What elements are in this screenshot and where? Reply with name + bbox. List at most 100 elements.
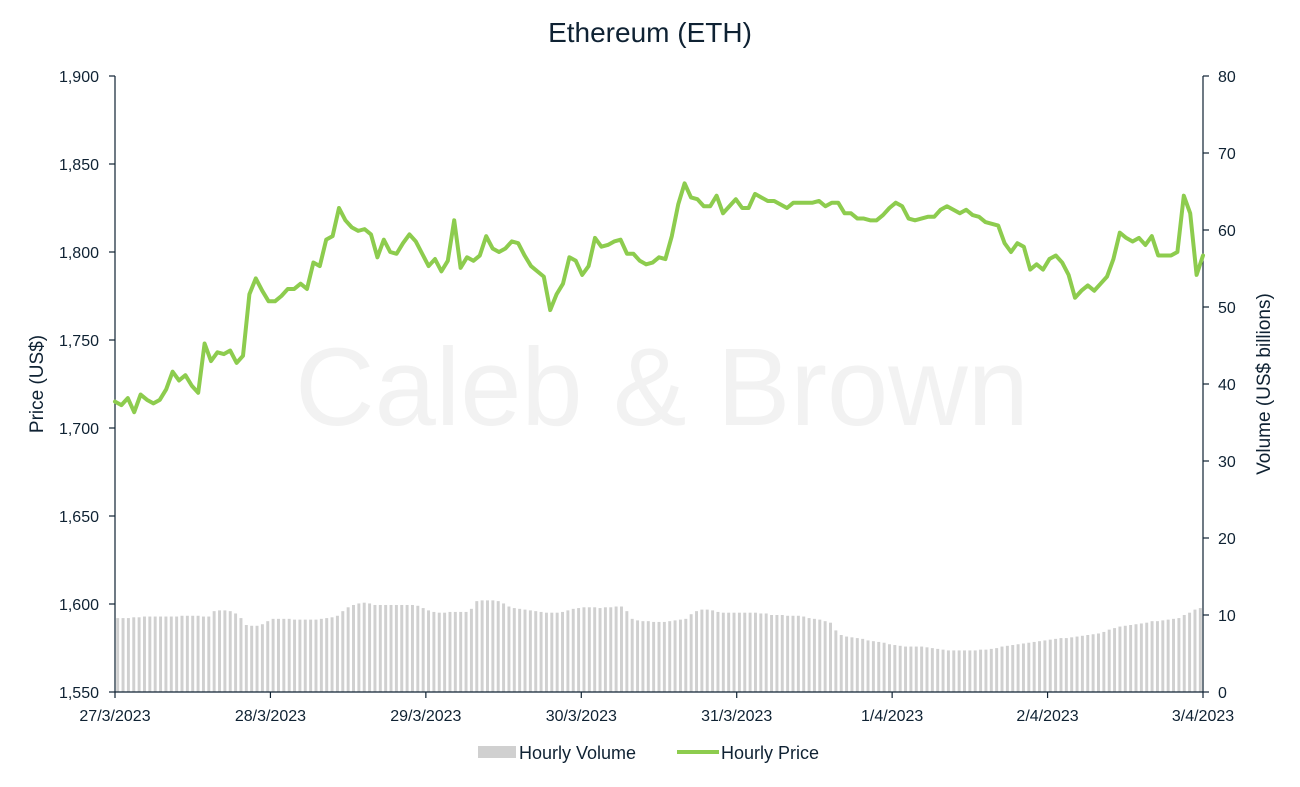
volume-bar [309,619,313,692]
volume-bar [796,615,800,692]
left-tick-label: 1,650 [59,509,99,526]
volume-bar [1070,637,1074,692]
volume-bar [1000,646,1004,692]
volume-bar [780,615,784,692]
left-tick-label: 1,900 [59,69,99,86]
volume-bar [116,618,120,692]
legend-label-volume: Hourly Volume [519,743,636,763]
volume-bar [352,604,355,692]
right-tick-label: 60 [1218,223,1236,240]
volume-bar [882,642,886,692]
volume-bar [861,638,865,692]
volume-bar [180,615,184,692]
volume-bar [1005,645,1009,692]
volume-bar [319,618,323,692]
volume-bar [362,602,366,692]
volume-bar [486,600,489,692]
volume-bar [871,641,875,692]
volume-bar [218,610,221,692]
volume-bar [443,612,447,692]
right-tick-label: 80 [1218,69,1236,86]
volume-bar [1155,621,1159,692]
volume-bar [1102,631,1106,692]
volume-bar [1182,615,1186,692]
x-tick-label: 30/3/2023 [546,708,617,725]
volume-bar [276,618,280,692]
volume-bar [673,620,677,692]
legend-label-price: Hourly Price [721,743,819,763]
volume-bar [566,610,570,692]
volume-bar [1043,640,1047,692]
volume-bar [175,616,179,692]
x-tick-label: 27/3/2023 [79,708,150,725]
volume-bar [287,618,291,692]
volume-bar [1123,625,1127,692]
volume-bar [389,604,393,692]
volume-bar [839,635,843,692]
x-tick-label: 31/3/2023 [701,708,772,725]
volume-bar [373,604,377,692]
volume-bar [378,604,382,692]
volume-bar [196,615,200,692]
volume-bar [448,611,452,692]
volume-bar [823,621,827,692]
volume-bar [234,613,238,692]
volume-bar [877,641,881,692]
volume-bar [705,609,709,692]
volume-bar [1198,608,1202,692]
volume-bar [282,618,286,692]
volume-bar [250,625,254,692]
volume-bar [737,612,741,692]
volume-bar [700,609,704,692]
volume-bar [689,614,693,692]
volume-bar [427,610,431,692]
volume-bar [1080,635,1084,692]
right-tick-label: 70 [1218,146,1236,163]
volume-bar [657,621,661,692]
volume-bar [480,600,484,692]
volume-bar [1193,609,1197,692]
volume-bar [855,638,859,692]
chart-title: Ethereum (ETH) [548,17,752,48]
watermark: Caleb & Brown [295,326,1029,449]
volume-bar [153,616,157,692]
volume-bar [1032,641,1036,692]
volume-bar [887,644,891,692]
legend-swatch-volume [478,746,516,758]
volume-bar [748,612,752,692]
x-tick-label: 3/4/2023 [1172,708,1234,725]
volume-bar [341,611,345,692]
volume-bar [523,609,527,692]
volume-bar [1188,612,1192,692]
volume-bar [539,611,543,692]
volume-bar [620,606,623,692]
volume-bar [464,611,468,692]
volume-bar [298,619,302,692]
volume-bar [979,649,983,692]
volume-bar [678,619,682,692]
volume-bar [512,608,516,692]
left-tick-label: 1,600 [59,597,99,614]
left-axis-title: Price (US$) [27,335,48,433]
volume-bar [1086,635,1090,692]
volume-bar [721,612,725,692]
volume-bar [1107,629,1111,692]
volume-bar [164,616,168,692]
volume-bar [550,612,554,692]
volume-bar [743,612,747,692]
volume-bar [668,621,672,692]
volume-bar [459,611,463,692]
x-tick-label: 29/3/2023 [390,708,461,725]
x-tick-label: 2/4/2023 [1016,708,1078,725]
volume-bar [544,612,548,692]
volume-bar [244,625,248,692]
volume-bar [1064,638,1068,692]
volume-bar [212,611,216,692]
x-axis-ticks: 27/3/2023 28/3/2023 29/3/2023 30/3/2023 31/3… [79,692,1234,725]
volume-bar [207,616,211,692]
volume-bar [684,618,688,692]
volume-bar [759,613,763,692]
volume-bar [1113,628,1117,692]
